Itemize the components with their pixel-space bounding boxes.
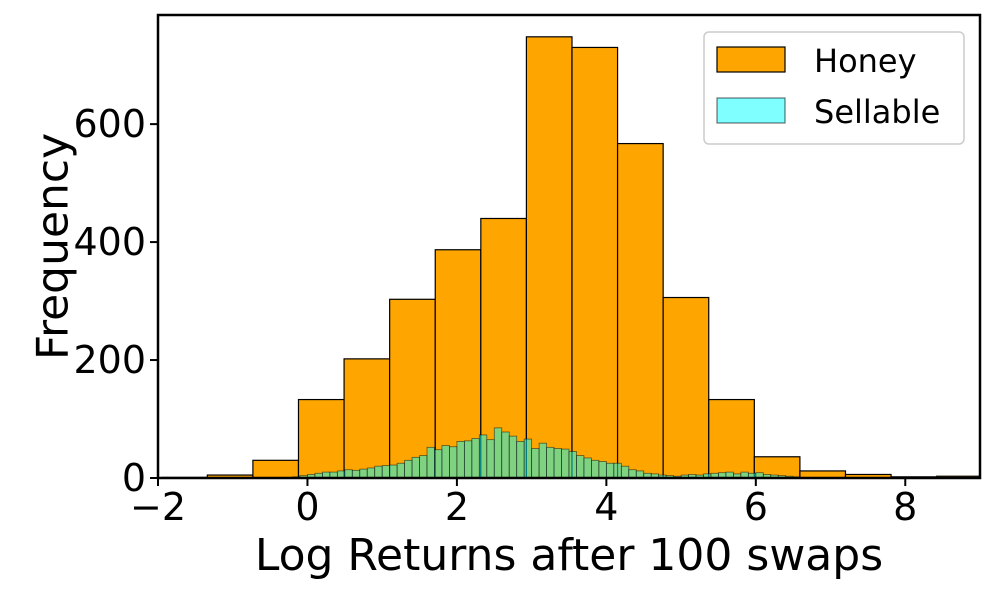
y-tick-label: 200	[73, 338, 146, 382]
legend-label-honey: Honey	[814, 42, 917, 80]
sellable-bar-26	[478, 434, 488, 479]
x-tick-label: 0	[295, 485, 319, 529]
sellable-bar-13	[381, 465, 391, 479]
honey-bar-2	[252, 459, 300, 479]
sellable-bar-29	[501, 431, 510, 479]
sellable-bar-30	[508, 435, 518, 479]
x-tick-label: 4	[594, 485, 618, 529]
sellable-bar-24	[463, 440, 473, 479]
sellable-bar-40	[583, 457, 592, 479]
sellable-bar-38	[568, 451, 577, 479]
x-axis-ticks: −2 0 2 4 6 8	[130, 478, 917, 529]
sellable-bar-35	[546, 446, 555, 479]
sellable-bar-15	[396, 462, 405, 479]
x-tick-label: 8	[893, 485, 917, 529]
sellable-bar-21	[441, 445, 450, 479]
honey-bar-4	[343, 358, 391, 479]
sellable-bar-20	[434, 449, 443, 479]
sellable-bar-41	[591, 459, 600, 479]
y-axis-ticks: 0 200 400 600	[73, 102, 158, 500]
sellable-bar-39	[576, 455, 585, 479]
sellable-bar-27	[486, 439, 495, 479]
sellable-bar-11	[366, 467, 376, 479]
honey-bar-12	[708, 398, 755, 479]
sellable-bar-34	[538, 442, 547, 479]
sellable-bar-17	[411, 456, 420, 479]
sellable-bar-16	[404, 459, 413, 479]
honey-bars	[161, 36, 981, 479]
sellable-bar-43	[605, 462, 615, 479]
sellable-bar-10	[359, 468, 368, 479]
x-tick-label: 6	[744, 485, 768, 529]
y-tick-label: 0	[122, 456, 146, 500]
sellable-bar-23	[456, 441, 465, 479]
x-axis-label: Log Returns after 100 swaps	[255, 530, 883, 581]
honey-bar-3	[297, 398, 345, 479]
plot-frame	[156, 13, 982, 480]
sellable-bar-12	[374, 465, 383, 479]
honey-bar-10	[616, 142, 664, 479]
sellable-bar-33	[531, 448, 540, 479]
legend-swatch-sellable	[716, 97, 786, 124]
sellable-bar-45	[620, 465, 630, 479]
sellable-bar-22	[449, 446, 458, 479]
y-tick-label: 400	[73, 220, 146, 264]
sellable-bar-31	[516, 441, 525, 479]
legend: Honey Sellable	[703, 31, 965, 145]
sellable-bar-42	[598, 461, 607, 479]
legend-label-sellable: Sellable	[814, 93, 940, 131]
y-tick-label: 600	[73, 102, 146, 146]
legend-swatch-honey	[716, 46, 786, 73]
sellable-bar-37	[561, 448, 570, 479]
sellable-bar-32	[523, 438, 533, 479]
sellable-bar-28	[493, 427, 503, 479]
sellable-bar-19	[426, 446, 435, 479]
honey-bar-8	[525, 36, 573, 479]
sellable-bar-18	[419, 455, 428, 479]
y-axis-label: Frequency	[27, 133, 78, 360]
sellable-bar-14	[389, 464, 398, 479]
sellable-bar-44	[613, 462, 622, 479]
sellable-bar-36	[553, 448, 562, 479]
sellable-bar-25	[471, 438, 480, 479]
honey-bar-9	[571, 46, 619, 479]
honey-bar-11	[662, 296, 710, 479]
x-tick-label: 2	[445, 485, 469, 529]
x-tick-label: −2	[130, 485, 186, 529]
